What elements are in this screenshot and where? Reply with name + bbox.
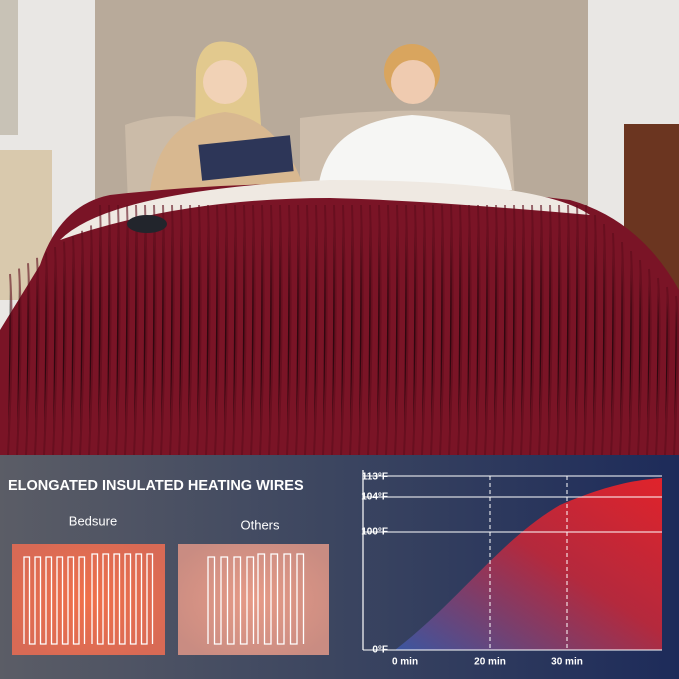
x-label: 30 min: [551, 657, 583, 668]
stripe: [619, 241, 625, 456]
stripe: [250, 204, 256, 456]
y-label: 113°F: [362, 472, 388, 483]
stripe: [376, 204, 382, 456]
stripe: [61, 241, 67, 456]
stripe: [655, 277, 661, 456]
stripe: [538, 204, 544, 456]
wire: [23, 556, 86, 645]
stripe: [601, 223, 607, 456]
stripe: [448, 204, 454, 456]
stripe: [637, 259, 643, 456]
stripe: [475, 204, 481, 456]
stripe: [169, 204, 175, 456]
x-label: 20 min: [474, 657, 506, 668]
stripe: [313, 204, 319, 456]
stripe: [340, 204, 346, 456]
stripe: [574, 204, 580, 456]
stripe: [124, 204, 130, 456]
stripe: [106, 204, 112, 456]
graph-labels: 113°F 104°F 100°F 0°F 0 min 20 min 30 mi…: [361, 472, 583, 668]
stripe: [25, 263, 31, 456]
stripe: [547, 204, 553, 456]
stripe: [268, 204, 274, 456]
stripe: [502, 204, 508, 456]
stripe: [79, 230, 85, 456]
stripe: [214, 204, 220, 456]
y-label: 100°F: [361, 527, 388, 538]
panel-label: Bedsure: [69, 513, 117, 528]
stripe: [241, 204, 247, 456]
heading: ELONGATED INSULATED HEATING WIRES: [8, 478, 304, 494]
stripe: [664, 286, 670, 456]
stripe: [367, 204, 373, 456]
stripe: [223, 204, 229, 456]
heat-curve: [395, 478, 662, 650]
stripe: [520, 204, 526, 456]
stripe: [529, 204, 535, 456]
stripe: [115, 204, 121, 456]
stripe: [565, 204, 571, 456]
stripe: [385, 204, 391, 456]
stripe: [304, 204, 310, 456]
wire: [257, 553, 305, 645]
stripe: [52, 246, 58, 456]
y-label: 104°F: [361, 492, 388, 503]
wire: [207, 556, 255, 645]
photo: [0, 0, 679, 456]
x-label: 0 min: [392, 657, 418, 668]
stripe: [466, 204, 472, 456]
stripe: [331, 204, 337, 456]
stripe: [178, 204, 184, 456]
stripe: [511, 204, 517, 456]
stripe: [358, 204, 364, 456]
stripe: [628, 250, 634, 456]
stripe: [232, 204, 238, 456]
stripe: [493, 204, 499, 456]
stripe: [322, 204, 328, 456]
stripe: [592, 214, 598, 456]
stripe: [556, 204, 562, 456]
wires: [23, 553, 305, 645]
stripe: [34, 257, 40, 456]
stripe: [412, 204, 418, 456]
stripe: [646, 268, 652, 456]
stripe: [583, 204, 589, 456]
stripe: [610, 232, 616, 456]
stripe: [403, 204, 409, 456]
stripe: [7, 273, 13, 456]
stripe: [205, 204, 211, 456]
stripe: [421, 204, 427, 456]
stripe: [295, 204, 301, 456]
stripe: [187, 204, 193, 456]
stripe: [439, 204, 445, 456]
stripe: [70, 236, 76, 456]
wire-panel: [12, 544, 165, 655]
grid: [363, 475, 662, 650]
stripe: [142, 204, 148, 456]
stripe: [160, 204, 166, 456]
stripe: [151, 204, 157, 456]
stripe: [259, 204, 265, 456]
wire: [91, 553, 154, 645]
y-label: 0°F: [372, 645, 388, 656]
stripe: [16, 268, 22, 456]
stripe: [484, 204, 490, 456]
stripe: [349, 204, 355, 456]
panel-label: Others: [240, 517, 280, 532]
stripe: [133, 204, 139, 456]
stripe: [286, 204, 292, 456]
stripe: [97, 204, 103, 456]
stripe: [196, 204, 202, 456]
stripe: [673, 295, 679, 456]
stripe: [43, 252, 49, 456]
stripe: [430, 204, 436, 456]
stripe: [277, 204, 283, 456]
stripe: [394, 204, 400, 456]
stripe: [88, 225, 94, 456]
stripe: [457, 204, 463, 456]
